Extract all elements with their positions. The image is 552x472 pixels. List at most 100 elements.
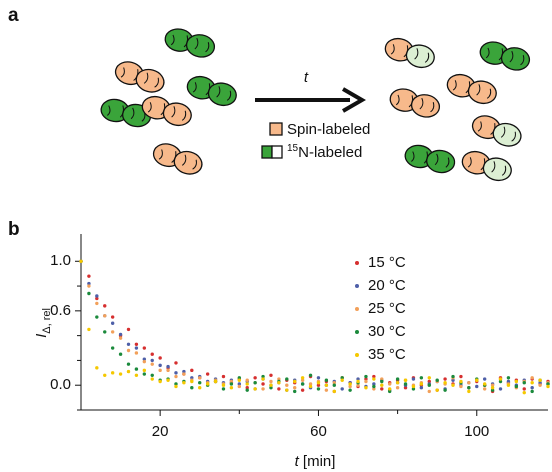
data-point xyxy=(308,384,313,389)
data-point xyxy=(506,379,511,384)
data-point xyxy=(316,376,321,380)
data-point xyxy=(95,294,99,298)
data-point xyxy=(166,364,170,369)
data-point xyxy=(142,359,147,364)
data-point xyxy=(411,377,416,381)
y-axis-label: IΔ, rel xyxy=(33,308,53,338)
data-point xyxy=(324,383,329,387)
panel-label: a xyxy=(8,5,19,26)
data-point xyxy=(261,374,265,379)
data-point xyxy=(451,374,455,379)
legend-marker xyxy=(355,261,359,265)
data-point xyxy=(380,383,384,387)
data-point xyxy=(293,379,297,384)
data-point xyxy=(142,346,147,350)
data-point xyxy=(293,389,297,394)
data-point xyxy=(118,332,123,337)
data-point xyxy=(530,376,534,380)
y-tick-label: 0.6 xyxy=(50,302,71,319)
data-point xyxy=(316,381,321,385)
data-point xyxy=(126,369,131,374)
data-point xyxy=(506,376,511,380)
data-point xyxy=(95,315,99,319)
data-point xyxy=(229,385,234,390)
data-point xyxy=(340,376,344,380)
data-point xyxy=(530,389,534,394)
data-point xyxy=(126,342,131,347)
data-point xyxy=(538,378,542,382)
y-tick-label: 0.0 xyxy=(50,376,71,393)
data-point xyxy=(332,381,336,385)
data-point xyxy=(324,388,329,392)
legend-marker xyxy=(355,330,359,334)
data-point xyxy=(103,373,107,377)
x-label-unit: [min] xyxy=(303,453,336,470)
data-point xyxy=(308,382,313,386)
x-axis-label: t [min] xyxy=(295,453,336,470)
data-point xyxy=(372,374,376,379)
data-point xyxy=(443,377,447,381)
legend-label: 30 °C xyxy=(368,323,406,340)
data-point xyxy=(506,383,511,387)
y-tick-label: 1.0 xyxy=(50,252,71,269)
molecules-before xyxy=(98,26,240,178)
data-point xyxy=(380,377,384,381)
data-point xyxy=(467,381,471,385)
data-point xyxy=(395,377,400,381)
data-point xyxy=(245,388,249,392)
data-point xyxy=(205,372,210,376)
data-point xyxy=(490,385,495,390)
data-point xyxy=(300,382,305,386)
data-point xyxy=(166,368,170,373)
data-point xyxy=(419,376,424,380)
data-point xyxy=(150,352,154,356)
data-point xyxy=(340,387,344,391)
data-point xyxy=(403,378,408,382)
data-point xyxy=(300,378,305,382)
data-point xyxy=(514,379,519,384)
data-point xyxy=(174,374,178,379)
data-point xyxy=(490,383,495,387)
data-point xyxy=(277,381,281,385)
data-point xyxy=(103,314,107,318)
data-point xyxy=(498,379,503,384)
x-label-main: t xyxy=(295,453,300,470)
data-point xyxy=(372,387,376,391)
data-point xyxy=(475,378,479,382)
data-point xyxy=(490,388,495,392)
data-point xyxy=(269,385,273,390)
data-point xyxy=(261,377,265,381)
data-point xyxy=(459,384,463,389)
data-point xyxy=(467,385,471,390)
data-point xyxy=(237,384,242,389)
data-point xyxy=(498,377,503,381)
data-point xyxy=(522,390,526,395)
data-point xyxy=(118,352,123,356)
data-point xyxy=(229,379,234,384)
molecules-after xyxy=(382,35,533,184)
data-point xyxy=(237,378,242,382)
data-point xyxy=(372,382,376,386)
legend-swatch xyxy=(261,145,273,159)
data-point xyxy=(134,351,139,355)
data-point xyxy=(110,315,115,319)
data-point xyxy=(245,385,249,390)
y-label-sub: Δ, rel xyxy=(41,308,53,334)
arrow-label: t xyxy=(304,69,309,86)
data-point xyxy=(150,373,154,377)
data-point xyxy=(229,382,234,386)
superscript: 15 xyxy=(287,143,299,154)
data-point xyxy=(522,381,526,385)
data-point xyxy=(253,387,257,391)
data-point xyxy=(87,291,91,296)
x-tick-label: 100 xyxy=(464,423,489,440)
data-point xyxy=(348,388,352,392)
data-point xyxy=(198,381,202,385)
data-point xyxy=(285,377,289,381)
data-point xyxy=(387,389,392,394)
legend-swatch xyxy=(271,145,283,159)
data-point xyxy=(427,379,431,384)
data-point xyxy=(443,381,447,385)
data-point xyxy=(174,382,178,386)
